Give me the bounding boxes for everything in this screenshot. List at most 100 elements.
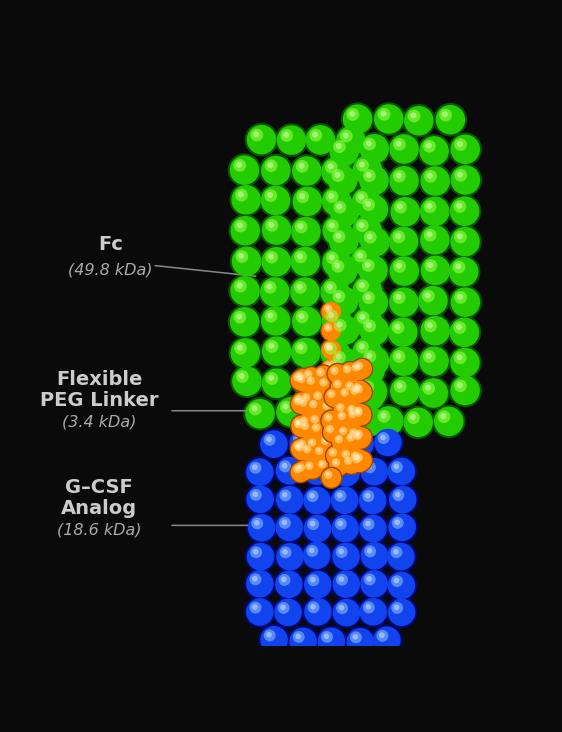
Circle shape bbox=[351, 368, 380, 398]
Circle shape bbox=[388, 572, 415, 600]
Circle shape bbox=[365, 604, 371, 610]
Circle shape bbox=[356, 159, 369, 171]
Circle shape bbox=[334, 490, 346, 502]
Circle shape bbox=[387, 225, 420, 258]
Circle shape bbox=[389, 288, 419, 317]
Circle shape bbox=[359, 359, 372, 372]
Circle shape bbox=[260, 213, 293, 247]
Circle shape bbox=[294, 281, 307, 294]
Circle shape bbox=[290, 414, 312, 437]
Circle shape bbox=[293, 631, 305, 643]
Circle shape bbox=[339, 401, 352, 414]
Circle shape bbox=[345, 367, 348, 370]
Circle shape bbox=[291, 439, 311, 459]
Circle shape bbox=[318, 460, 327, 468]
Circle shape bbox=[391, 575, 403, 587]
Circle shape bbox=[364, 573, 375, 586]
Circle shape bbox=[332, 169, 345, 182]
Circle shape bbox=[312, 423, 320, 432]
Circle shape bbox=[328, 313, 361, 347]
Circle shape bbox=[352, 455, 361, 463]
Circle shape bbox=[346, 407, 365, 427]
Circle shape bbox=[251, 129, 263, 141]
Circle shape bbox=[291, 217, 321, 247]
Circle shape bbox=[350, 433, 362, 445]
Circle shape bbox=[355, 453, 363, 462]
Circle shape bbox=[339, 605, 345, 610]
Circle shape bbox=[320, 399, 339, 419]
Circle shape bbox=[362, 198, 375, 211]
Circle shape bbox=[264, 630, 275, 641]
Circle shape bbox=[360, 134, 389, 163]
Circle shape bbox=[341, 428, 345, 433]
Circle shape bbox=[293, 397, 302, 405]
Circle shape bbox=[317, 376, 337, 395]
Circle shape bbox=[416, 376, 450, 410]
Circle shape bbox=[320, 462, 324, 466]
Circle shape bbox=[324, 281, 337, 294]
Circle shape bbox=[250, 573, 261, 586]
Circle shape bbox=[354, 408, 362, 417]
Circle shape bbox=[321, 340, 341, 359]
Circle shape bbox=[357, 164, 391, 197]
Circle shape bbox=[302, 373, 325, 395]
Circle shape bbox=[347, 405, 356, 414]
Circle shape bbox=[248, 514, 275, 542]
Circle shape bbox=[387, 285, 420, 319]
Circle shape bbox=[281, 577, 287, 582]
Circle shape bbox=[268, 375, 274, 381]
Circle shape bbox=[333, 570, 360, 598]
Circle shape bbox=[394, 605, 400, 610]
Circle shape bbox=[386, 597, 417, 628]
Circle shape bbox=[350, 381, 370, 400]
Circle shape bbox=[352, 382, 372, 402]
Circle shape bbox=[265, 160, 278, 172]
Circle shape bbox=[352, 406, 371, 425]
Circle shape bbox=[388, 599, 415, 626]
Circle shape bbox=[307, 461, 319, 473]
Circle shape bbox=[301, 367, 321, 387]
Circle shape bbox=[396, 294, 401, 300]
Circle shape bbox=[332, 433, 352, 452]
Circle shape bbox=[363, 138, 376, 151]
Circle shape bbox=[303, 458, 331, 485]
Circle shape bbox=[321, 359, 341, 378]
Circle shape bbox=[404, 408, 433, 437]
Circle shape bbox=[327, 345, 333, 351]
Circle shape bbox=[320, 339, 342, 361]
Circle shape bbox=[419, 314, 452, 348]
Circle shape bbox=[387, 164, 421, 198]
Circle shape bbox=[340, 452, 362, 475]
Circle shape bbox=[338, 405, 342, 409]
Circle shape bbox=[357, 485, 388, 516]
Circle shape bbox=[347, 628, 374, 656]
Circle shape bbox=[326, 252, 339, 264]
Circle shape bbox=[329, 512, 361, 544]
Circle shape bbox=[336, 203, 342, 209]
Circle shape bbox=[265, 251, 278, 264]
Circle shape bbox=[454, 231, 467, 243]
Circle shape bbox=[244, 568, 275, 600]
Circle shape bbox=[357, 193, 390, 226]
Circle shape bbox=[342, 430, 365, 452]
Circle shape bbox=[320, 304, 353, 337]
Circle shape bbox=[361, 381, 374, 393]
Circle shape bbox=[352, 453, 357, 458]
Circle shape bbox=[356, 375, 389, 408]
Circle shape bbox=[326, 374, 360, 408]
Circle shape bbox=[360, 598, 387, 626]
Circle shape bbox=[283, 403, 289, 409]
Circle shape bbox=[303, 123, 337, 157]
Circle shape bbox=[303, 395, 307, 399]
Circle shape bbox=[297, 375, 306, 384]
Circle shape bbox=[330, 367, 339, 375]
Circle shape bbox=[252, 406, 257, 411]
Circle shape bbox=[250, 462, 261, 474]
Circle shape bbox=[351, 381, 373, 403]
Circle shape bbox=[319, 275, 352, 309]
Circle shape bbox=[350, 335, 384, 368]
Circle shape bbox=[342, 390, 346, 394]
Circle shape bbox=[454, 321, 466, 334]
Circle shape bbox=[274, 455, 305, 486]
Circle shape bbox=[261, 186, 291, 215]
